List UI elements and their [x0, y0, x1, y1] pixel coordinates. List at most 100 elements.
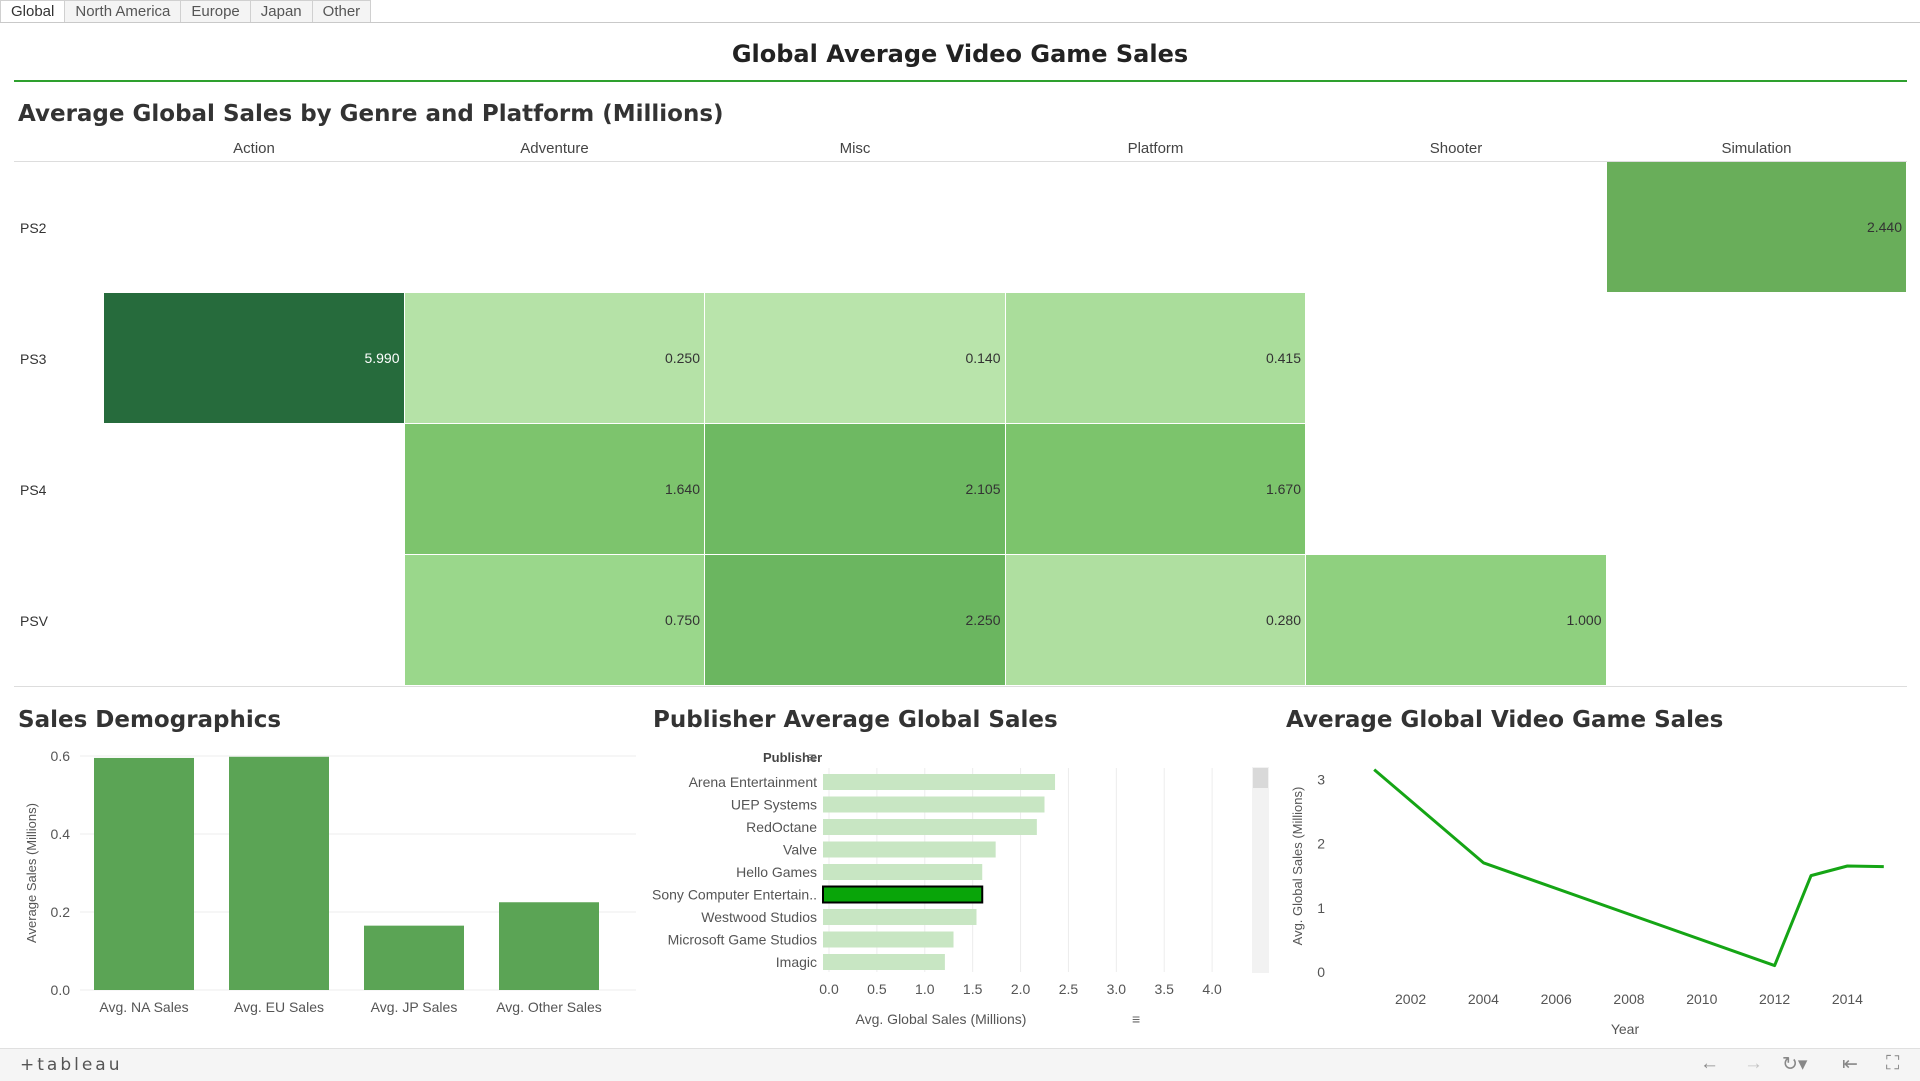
heatmap-header-rule: [14, 161, 1907, 162]
y-tick-label: 0.2: [51, 904, 71, 920]
bar[interactable]: [499, 902, 599, 990]
heatmap-cell[interactable]: 1.000: [1306, 555, 1606, 685]
x-tick-label: 3.0: [1107, 981, 1127, 997]
y-tick-label: 0.6: [51, 748, 71, 764]
publisher-bar[interactable]: [823, 909, 977, 925]
publisher-label: Hello Games: [736, 864, 817, 880]
x-tick-label: 3.5: [1154, 981, 1174, 997]
fullscreen-icon[interactable]: ⛶: [1886, 1053, 1900, 1074]
heatmap-column-header: Misc: [839, 140, 871, 157]
heatmap-column-header: Simulation: [1721, 140, 1792, 157]
heatmap-bottom-rule: [14, 686, 1907, 687]
heatmap-column-header: Shooter: [1429, 140, 1483, 157]
x-axis-label: Avg. Global Sales (Millions): [856, 1011, 1027, 1027]
heatmap-row-header: PS4: [20, 481, 47, 498]
bar[interactable]: [364, 925, 464, 990]
trend-title: Average Global Video Game Sales: [1286, 707, 1724, 733]
x-tick-label: 2010: [1686, 991, 1717, 1007]
x-tick-label: 2002: [1395, 991, 1426, 1007]
bar[interactable]: [229, 756, 329, 990]
x-tick-label: 2008: [1613, 991, 1644, 1007]
heatmap-cell[interactable]: 0.250: [404, 293, 704, 423]
tab-other[interactable]: Other: [312, 0, 372, 22]
sales-trend-chart[interactable]: 0 1 2 3 2002 2004 2006 2008 2010 2012 2014 Avg. Glo…: [1280, 740, 1910, 1040]
sales-trend-line[interactable]: [1373, 768, 1884, 968]
x-tick-label: 2.5: [1059, 981, 1079, 997]
heatmap-cell[interactable]: 1.640: [404, 424, 704, 554]
x-tick-label: Avg. NA Sales: [99, 999, 188, 1015]
tab-global[interactable]: Global: [0, 0, 66, 22]
sort-icon: ≡: [808, 749, 816, 765]
heatmap-cell[interactable]: 5.990: [104, 293, 404, 423]
heatmap-cell[interactable]: 0.750: [404, 555, 704, 685]
publisher-label: Arena Entertainment: [689, 774, 818, 790]
x-tick-label: 2006: [1541, 991, 1572, 1007]
x-tick-label: Avg. JP Sales: [371, 999, 458, 1015]
scrollbar-track: [1252, 767, 1269, 973]
y-tick-label: 0: [1317, 964, 1325, 980]
y-tick-label: 3: [1317, 771, 1325, 787]
dashboard-tabs: Global North America Europe Japan Other: [0, 0, 1920, 23]
publisher-label: Westwood Studios: [701, 909, 817, 925]
publisher-bar[interactable]: [823, 954, 945, 970]
publisher-bar[interactable]: [823, 774, 1056, 790]
heatmap-cell[interactable]: 0.280: [1005, 555, 1305, 685]
x-tick-label: 0.5: [867, 981, 887, 997]
publisher-bar[interactable]: [823, 796, 1045, 813]
demographics-title: Sales Demographics: [18, 707, 282, 733]
scrollbar-thumb[interactable]: [1253, 768, 1268, 788]
publisher-bar[interactable]: [823, 931, 954, 948]
x-tick-label: 1.5: [963, 981, 983, 997]
heatmap-cell[interactable]: 0.140: [705, 293, 1005, 423]
publisher-bar[interactable]: [823, 864, 983, 880]
publisher-label: Valve: [783, 842, 817, 858]
heatmap-cell[interactable]: 1.670: [1005, 424, 1305, 554]
heatmap-cell[interactable]: 0.415: [1005, 293, 1305, 423]
heatmap-cell[interactable]: 2.440: [1606, 162, 1906, 292]
publisher-title: Publisher Average Global Sales: [653, 707, 1058, 733]
x-axis-label: Year: [1611, 1021, 1640, 1037]
publisher-label: UEP Systems: [731, 797, 817, 813]
tableau-footer: +tableau ← → ↻▾ ⇤ ⛶: [0, 1048, 1920, 1081]
reset-icon[interactable]: ⇤: [1842, 1054, 1858, 1075]
publisher-label: RedOctane: [746, 819, 817, 835]
x-tick-label: 0.0: [819, 981, 839, 997]
revert-icon[interactable]: ↻▾: [1782, 1054, 1808, 1075]
heatmap-cell[interactable]: 2.250: [705, 555, 1005, 685]
x-tick-label: Avg. Other Sales: [496, 999, 602, 1015]
heatmap-row-header: PS3: [20, 350, 47, 367]
x-tick-label: 2.0: [1011, 981, 1031, 997]
bar[interactable]: [94, 757, 194, 990]
heatmap-title: Average Global Sales by Genre and Platfo…: [18, 101, 724, 127]
tab-north-america[interactable]: North America: [65, 0, 182, 22]
x-tick-label: Avg. EU Sales: [234, 999, 324, 1015]
publisher-bar[interactable]: [823, 819, 1037, 835]
heatmap-cell[interactable]: 2.105: [705, 424, 1005, 554]
y-tick-label: 0.4: [51, 826, 71, 842]
publisher-label: Microsoft Game Studios: [668, 932, 817, 948]
y-tick-label: 2: [1317, 836, 1325, 852]
x-tick-label: 4.0: [1202, 981, 1222, 997]
undo-icon[interactable]: ←: [1700, 1053, 1719, 1074]
title-divider: [14, 80, 1907, 82]
heatmap-column-header: Action: [233, 140, 275, 157]
y-axis-label: Average Sales (Millions): [24, 803, 39, 943]
y-axis-label: Avg. Global Sales (Millions): [1290, 787, 1305, 946]
sort-icon: ≡: [1132, 1011, 1140, 1027]
tab-japan[interactable]: Japan: [250, 0, 313, 22]
heatmap-row-header: PSV: [20, 612, 49, 629]
y-tick-label: 1: [1317, 900, 1325, 916]
publisher-label: Imagic: [776, 954, 817, 970]
sales-demographics-chart[interactable]: 0.0 0.2 0.4 0.6 Average Sales (Millions) Avg.…: [0, 740, 640, 1020]
redo-icon[interactable]: →: [1744, 1053, 1763, 1074]
x-tick-label: 2012: [1759, 991, 1790, 1007]
heatmap-column-header: Platform: [1127, 140, 1184, 157]
publisher-bar[interactable]: [823, 841, 996, 858]
publisher-sales-chart[interactable]: 0.0 0.5 1.0 1.5 2.0 2.5 3.0 3.5 4.0Publisher≡Are…: [645, 740, 1280, 1040]
heatmap-column-header: Adventure: [520, 140, 589, 157]
tab-europe[interactable]: Europe: [181, 0, 251, 22]
heatmap-row-header: PS2: [20, 219, 47, 236]
y-tick-label: 0.0: [51, 982, 71, 998]
publisher-bar[interactable]: [822, 885, 984, 904]
x-tick-label: 2014: [1832, 991, 1863, 1007]
